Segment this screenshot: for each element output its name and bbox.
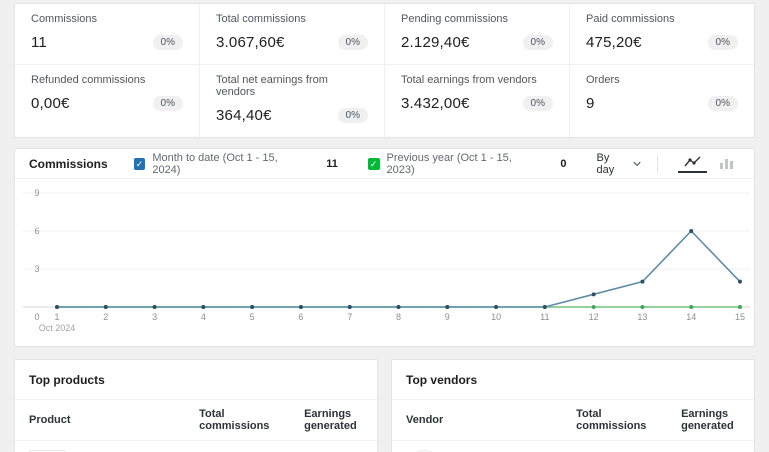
svg-text:6: 6 bbox=[298, 312, 303, 322]
svg-text:0: 0 bbox=[34, 312, 39, 322]
bar-chart-icon[interactable] bbox=[713, 155, 740, 172]
svg-text:11: 11 bbox=[540, 312, 549, 322]
svg-text:3: 3 bbox=[152, 312, 157, 322]
stat-label: Pending commissions bbox=[401, 13, 508, 25]
stat-trend-badge: 0% bbox=[707, 35, 738, 50]
divider bbox=[657, 154, 658, 173]
stat-value: 3.067,60€ bbox=[216, 34, 285, 51]
stat-card-paid-commissions: Paid commissions 475,20€ 0% bbox=[570, 4, 754, 64]
stat-card-pending-commissions: Pending commissions 2.129,40€ 0% bbox=[385, 4, 569, 64]
earnings-generated-cell: 1.127,00€ bbox=[290, 440, 377, 452]
table-row: Apple iPad 11 + Pen (#5375) 1.014,30€ 1.… bbox=[15, 440, 377, 452]
stat-card-net-earnings: Total net earnings from vendors 364,40€ … bbox=[200, 65, 384, 137]
svg-text:14: 14 bbox=[686, 312, 696, 322]
svg-text:8: 8 bbox=[396, 312, 401, 322]
top-products-title: Top products bbox=[29, 373, 105, 387]
stat-trend-badge: 0% bbox=[152, 35, 183, 50]
stat-value: 11 bbox=[31, 34, 47, 51]
stat-label: Total earnings from vendors bbox=[401, 74, 537, 86]
interval-label: By day bbox=[596, 151, 615, 176]
svg-text:9: 9 bbox=[34, 188, 39, 198]
stat-label: Paid commissions bbox=[586, 13, 675, 25]
stats-grid: Commissions 11 0% Total commissions 3.06… bbox=[14, 3, 755, 138]
stat-value: 9 bbox=[586, 95, 595, 112]
stat-trend-badge: 0% bbox=[707, 96, 738, 111]
svg-text:4: 4 bbox=[201, 312, 206, 322]
stat-value: 2.129,40€ bbox=[401, 34, 470, 51]
line-chart-icon[interactable] bbox=[678, 154, 707, 173]
column-header-total-commissions: Total commissions bbox=[562, 399, 668, 441]
legend-month-to-date[interactable]: ✓ Month to date (Oct 1 - 15, 2024) bbox=[133, 151, 305, 176]
stat-trend-badge: 0% bbox=[337, 35, 368, 50]
svg-text:5: 5 bbox=[250, 312, 255, 322]
stat-card-refunded-commissions: Refunded commissions 0,00€ 0% bbox=[15, 65, 199, 137]
chart-title: Commissions bbox=[29, 156, 108, 171]
column-header-product: Product bbox=[15, 399, 186, 441]
svg-text:10: 10 bbox=[491, 312, 501, 322]
stat-card-total-commissions: Total commissions 3.067,60€ 0% bbox=[200, 4, 384, 64]
top-vendors-title: Top vendors bbox=[406, 373, 478, 387]
svg-text:3: 3 bbox=[34, 264, 39, 274]
total-commissions-cell: 1.014,30€ bbox=[185, 440, 291, 452]
interval-dropdown[interactable]: By day bbox=[597, 152, 658, 176]
stat-card-commissions: Commissions 11 0% bbox=[15, 4, 199, 64]
svg-text:2: 2 bbox=[103, 312, 108, 322]
legend-value-current: 11 bbox=[326, 157, 338, 170]
top-products-panel: Top products Product Total commissions E… bbox=[14, 359, 378, 452]
stat-label: Total commissions bbox=[216, 13, 306, 25]
svg-text:7: 7 bbox=[347, 312, 352, 322]
svg-text:Oct 2024: Oct 2024 bbox=[39, 323, 76, 333]
stat-trend-badge: 0% bbox=[337, 108, 368, 123]
legend-label: Previous year (Oct 1 - 15, 2023) bbox=[386, 151, 512, 176]
total-commissions-cell: 1.014,30€ bbox=[562, 440, 668, 452]
column-header-vendor: Vendor bbox=[392, 399, 563, 441]
chevron-down-icon bbox=[633, 161, 641, 166]
column-header-total-commissions: Total commissions bbox=[185, 399, 291, 441]
stat-value: 364,40€ bbox=[216, 107, 272, 124]
chart-controls: By day bbox=[597, 152, 740, 176]
stat-trend-badge: 0% bbox=[522, 35, 553, 50]
stat-trend-badge: 0% bbox=[522, 96, 553, 111]
stat-value: 0,00€ bbox=[31, 95, 70, 112]
svg-text:13: 13 bbox=[637, 312, 647, 322]
stat-label: Total net earnings from vendors bbox=[216, 74, 328, 98]
svg-text:12: 12 bbox=[589, 312, 599, 322]
checkbox-checked-icon[interactable]: ✓ bbox=[133, 157, 146, 170]
legend-previous-year[interactable]: ✓ Previous year (Oct 1 - 15, 2023) bbox=[367, 151, 539, 176]
top-vendors-panel: Top vendors Vendor Total commissions Ear… bbox=[391, 359, 755, 452]
chart-header: Commissions ✓ Month to date (Oct 1 - 15,… bbox=[15, 149, 754, 179]
ipad-image bbox=[29, 450, 66, 452]
checkbox-checked-icon[interactable]: ✓ bbox=[367, 157, 380, 170]
svg-text:9: 9 bbox=[445, 312, 450, 322]
svg-text:6: 6 bbox=[34, 226, 39, 236]
stat-label: Commissions bbox=[31, 13, 98, 25]
stat-card-orders: Orders 9 0% bbox=[570, 65, 754, 137]
stat-value: 3.432,00€ bbox=[401, 95, 470, 112]
legend-value-previous: 0 bbox=[560, 157, 567, 170]
svg-text:1: 1 bbox=[54, 312, 59, 322]
earnings-generated-cell: 1.127,00€ bbox=[667, 440, 754, 452]
stat-label: Refunded commissions bbox=[31, 74, 146, 86]
stat-label: Orders bbox=[586, 74, 620, 86]
column-header-earnings-generated: Earnings generated bbox=[667, 399, 754, 441]
commissions-chart-panel: Commissions ✓ Month to date (Oct 1 - 15,… bbox=[14, 148, 755, 347]
chart-plot-area[interactable]: 0 3 6 9 1 Oct 2024 2 3 4 5 6 7 8 9 10 11 12 13 14 15 bbox=[15, 179, 754, 346]
stat-card-total-earnings: Total earnings from vendors 3.432,00€ 0% bbox=[385, 65, 569, 137]
svg-text:15: 15 bbox=[735, 312, 745, 322]
table-row: TECH New Hi-Tech Store 1.014,30€ 1.127,0… bbox=[392, 440, 754, 452]
stat-value: 475,20€ bbox=[586, 34, 642, 51]
legend-label: Month to date (Oct 1 - 15, 2024) bbox=[152, 151, 278, 176]
column-header-earnings-generated: Earnings generated bbox=[290, 399, 377, 441]
stat-trend-badge: 0% bbox=[152, 96, 183, 111]
